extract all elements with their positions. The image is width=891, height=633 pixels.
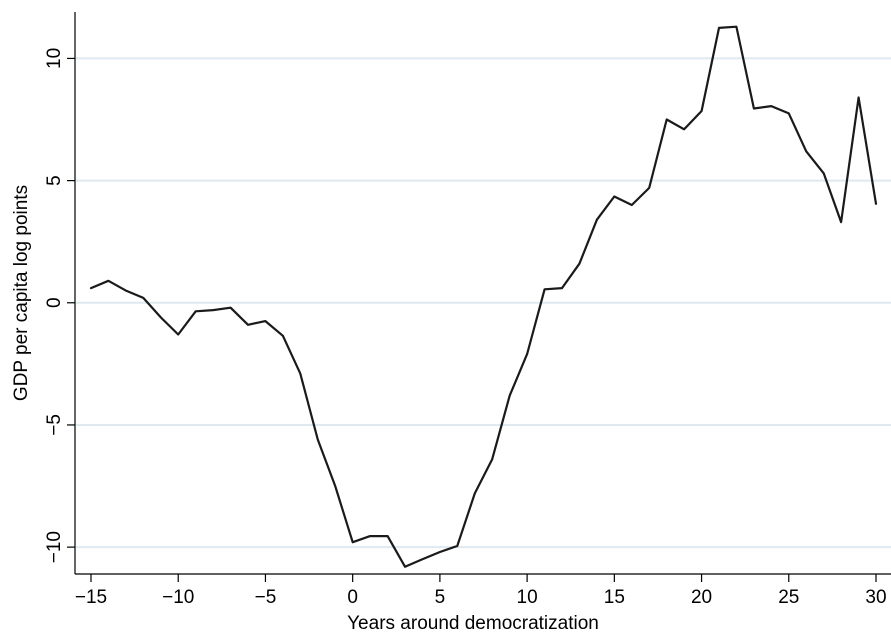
x-axis-label: Years around democratization [347, 613, 599, 633]
y-tick-label: −10 [44, 531, 65, 563]
x-tick-label: 25 [778, 587, 799, 608]
x-tick-label: −15 [75, 587, 107, 608]
y-tick-label: −5 [44, 414, 65, 436]
gridlines [76, 57, 891, 549]
x-tick-label: −10 [162, 587, 194, 608]
y-tick-label: 5 [44, 175, 65, 186]
x-tick-label: 15 [604, 587, 625, 608]
x-tick-label: 30 [865, 587, 886, 608]
x-axis-ticks: −15 −10 −5 0 5 10 15 20 25 30 [75, 574, 887, 608]
y-axis-ticks: −10 −5 0 5 10 [44, 48, 75, 563]
x-tick-label: −5 [255, 587, 277, 608]
x-tick-label: 5 [435, 587, 446, 608]
y-tick-label: 0 [44, 297, 65, 308]
y-tick-label: 10 [44, 48, 65, 69]
series-line [89, 25, 878, 568]
x-tick-label: 20 [691, 587, 712, 608]
x-tick-label: 10 [517, 587, 538, 608]
y-axis-label: GDP per capita log points [11, 185, 32, 401]
x-tick-label: 0 [347, 587, 358, 608]
